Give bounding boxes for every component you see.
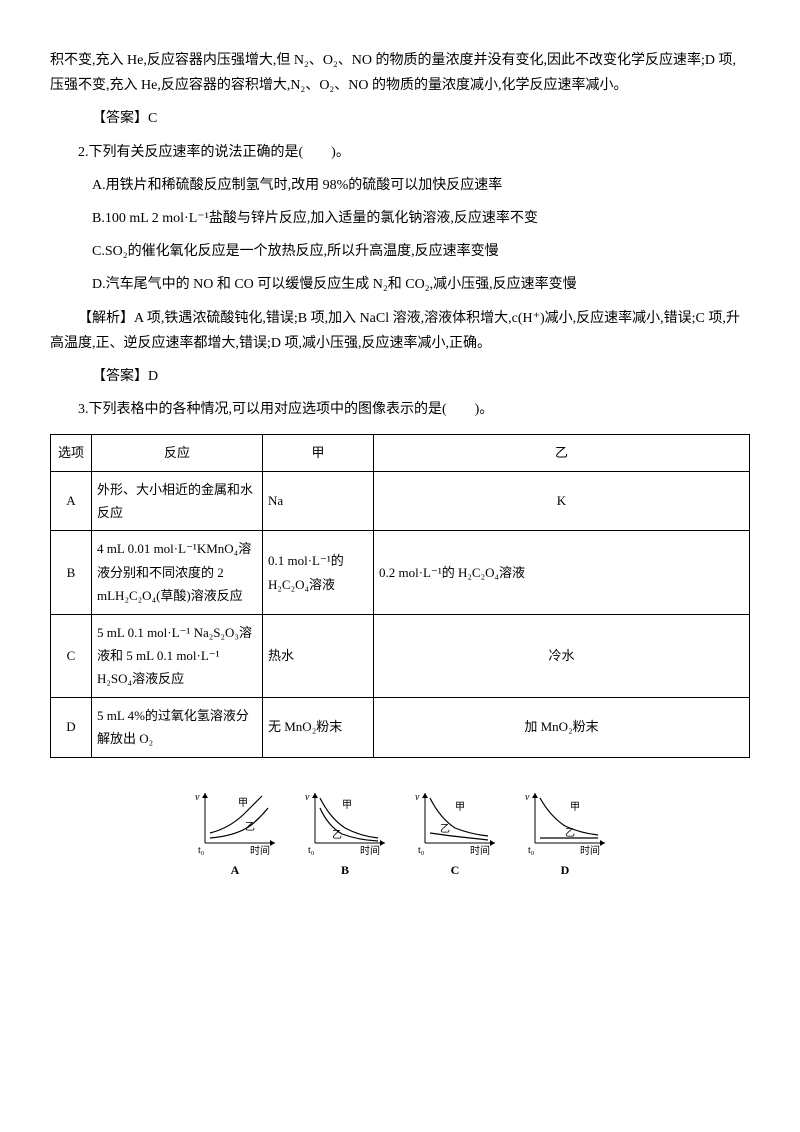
graph-a-yi-label: 乙 xyxy=(245,821,255,833)
cell-react: 外形、大小相近的金属和水反应 xyxy=(92,471,263,531)
graph-d-yaxis: v xyxy=(525,792,530,803)
table-row: B 4 mL 0.01 mol·L⁻¹KMnO₄溶液分别和不同浓度的 2 mLH… xyxy=(51,531,750,614)
cell-yi: 0.2 mol·L⁻¹的 H₂C₂O₄溶液 xyxy=(374,531,750,614)
graph-c: 甲 乙 v t₀ 时间 C xyxy=(410,788,500,882)
graph-a: 甲 乙 v t₀ 时间 A xyxy=(190,788,280,882)
cell-opt: A xyxy=(51,471,92,531)
q2-option-c: C.SO₂的催化氧化反应是一个放热反应,所以升高温度,反应速率变慢 xyxy=(50,239,750,264)
table-row: C 5 mL 0.1 mol·L⁻¹ Na₂S₂O₃溶液和 5 mL 0.1 m… xyxy=(51,614,750,697)
graph-c-jia-label: 甲 xyxy=(455,802,465,813)
graph-d: 甲 乙 v t₀ 时间 D xyxy=(520,788,610,882)
graph-b-label: B xyxy=(341,860,349,882)
cell-opt: C xyxy=(51,614,92,697)
cell-opt: B xyxy=(51,531,92,614)
th-jia: 甲 xyxy=(263,435,374,471)
graph-d-xaxis: 时间 xyxy=(580,844,600,857)
graph-c-yi-label: 乙 xyxy=(440,823,450,835)
cell-react: 5 mL 0.1 mol·L⁻¹ Na₂S₂O₃溶液和 5 mL 0.1 mol… xyxy=(92,614,263,697)
q2-option-d: D.汽车尾气中的 NO 和 CO 可以缓慢反应生成 N₂和 CO₂,减小压强,反… xyxy=(50,272,750,297)
graph-b-yi-label: 乙 xyxy=(332,829,342,841)
graph-b-svg: 甲 乙 v t₀ 时间 xyxy=(300,788,390,858)
graphs-row: 甲 乙 v t₀ 时间 A 甲 乙 v t₀ 时间 B xyxy=(50,788,750,882)
q2-answer: 【答案】D xyxy=(50,364,750,389)
graph-c-svg: 甲 乙 v t₀ 时间 xyxy=(410,788,500,858)
q3-stem: 3.下列表格中的各种情况,可以用对应选项中的图像表示的是( )。 xyxy=(50,397,750,422)
th-option: 选项 xyxy=(51,435,92,471)
graph-d-jia-label: 甲 xyxy=(570,802,580,813)
th-reaction: 反应 xyxy=(92,435,263,471)
cell-react: 4 mL 0.01 mol·L⁻¹KMnO₄溶液分别和不同浓度的 2 mLH₂C… xyxy=(92,531,263,614)
options-table: 选项 反应 甲 乙 A 外形、大小相近的金属和水反应 Na K B 4 mL 0… xyxy=(50,434,750,757)
graph-c-xaxis: 时间 xyxy=(470,844,490,857)
cell-yi: 冷水 xyxy=(374,614,750,697)
graph-b: 甲 乙 v t₀ 时间 B xyxy=(300,788,390,882)
graph-c-t0: t₀ xyxy=(418,845,425,856)
graph-b-jia-label: 甲 xyxy=(342,800,352,811)
cell-jia: 无 MnO₂粉末 xyxy=(263,697,374,757)
q2-option-b: B.100 mL 2 mol·L⁻¹盐酸与锌片反应,加入适量的氯化钠溶液,反应速… xyxy=(50,206,750,231)
graph-a-xaxis: 时间 xyxy=(250,844,270,857)
cell-jia: 0.1 mol·L⁻¹的 H₂C₂O₄溶液 xyxy=(263,531,374,614)
graph-c-yaxis: v xyxy=(415,792,420,803)
graph-b-t0: t₀ xyxy=(308,845,315,856)
intro-paragraph: 积不变,充入 He,反应容器内压强增大,但 N₂、O₂、NO 的物质的量浓度并没… xyxy=(50,48,750,98)
graph-a-label: A xyxy=(231,860,240,882)
table-header-row: 选项 反应 甲 乙 xyxy=(51,435,750,471)
table-row: A 外形、大小相近的金属和水反应 Na K xyxy=(51,471,750,531)
table-row: D 5 mL 4%的过氧化氢溶液分解放出 O₂ 无 MnO₂粉末 加 MnO₂粉… xyxy=(51,697,750,757)
th-yi: 乙 xyxy=(374,435,750,471)
graph-d-yi-label: 乙 xyxy=(565,827,575,839)
graph-b-yaxis: v xyxy=(305,792,310,803)
q2-stem: 2.下列有关反应速率的说法正确的是( )。 xyxy=(50,140,750,165)
graph-c-label: C xyxy=(451,860,460,882)
q2-explain: 【解析】A 项,铁遇浓硫酸钝化,错误;B 项,加入 NaCl 溶液,溶液体积增大… xyxy=(50,306,750,356)
graph-a-svg: 甲 乙 v t₀ 时间 xyxy=(190,788,280,858)
cell-opt: D xyxy=(51,697,92,757)
graph-d-label: D xyxy=(561,860,570,882)
cell-jia: 热水 xyxy=(263,614,374,697)
graph-b-xaxis: 时间 xyxy=(360,844,380,857)
graph-a-jia-label: 甲 xyxy=(238,798,248,809)
graph-a-t0: t₀ xyxy=(198,845,205,856)
cell-jia: Na xyxy=(263,471,374,531)
graph-a-yaxis: v xyxy=(195,792,200,803)
answer-1: 【答案】C xyxy=(50,106,750,131)
cell-yi: 加 MnO₂粉末 xyxy=(374,697,750,757)
cell-yi: K xyxy=(374,471,750,531)
graph-d-t0: t₀ xyxy=(528,845,535,856)
q2-option-a: A.用铁片和稀硫酸反应制氢气时,改用 98%的硫酸可以加快反应速率 xyxy=(50,173,750,198)
graph-d-svg: 甲 乙 v t₀ 时间 xyxy=(520,788,610,858)
cell-react: 5 mL 4%的过氧化氢溶液分解放出 O₂ xyxy=(92,697,263,757)
